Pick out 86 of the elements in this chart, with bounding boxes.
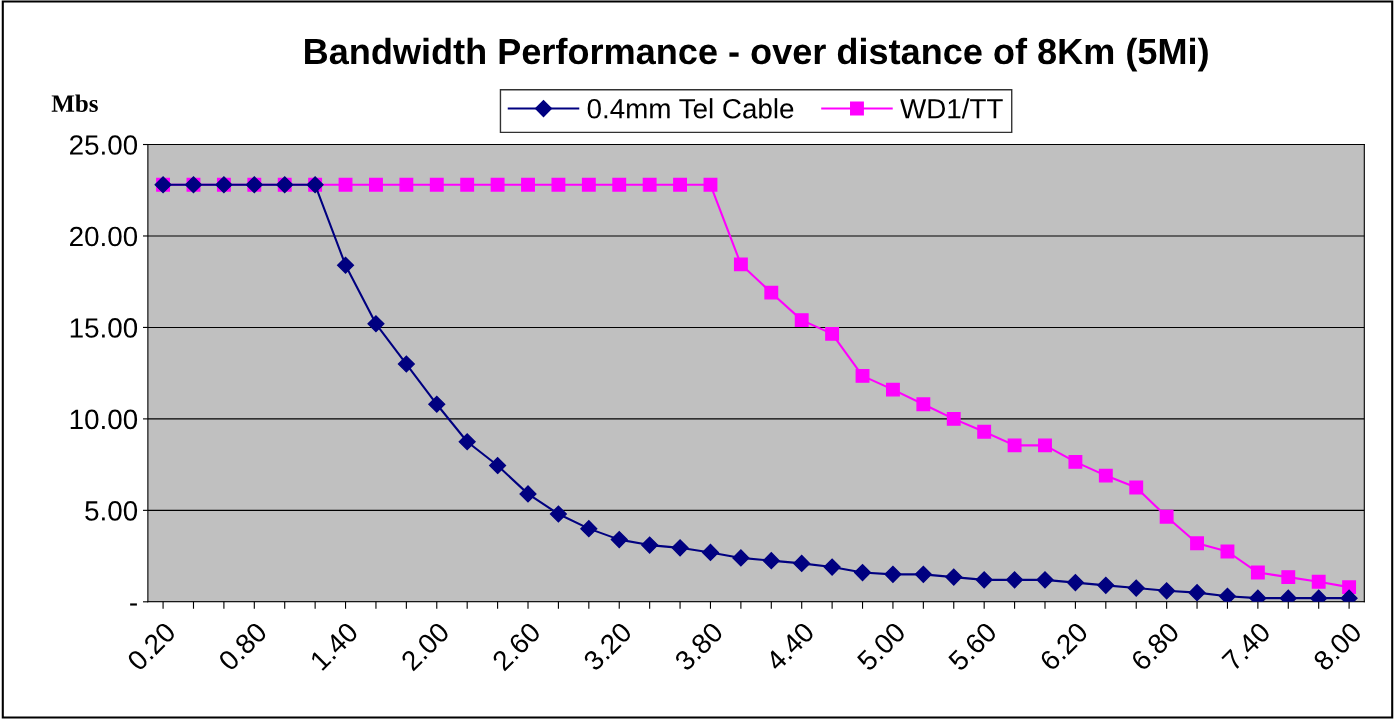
point [884, 565, 902, 583]
x-tick-label: 3.20 [582, 621, 633, 672]
y-tick-label: 15.00 [70, 318, 138, 338]
point [1281, 570, 1296, 585]
x-tick-label: 2.00 [400, 621, 451, 672]
point [793, 554, 811, 572]
point [794, 313, 809, 328]
y-tick-label: 10.00 [70, 409, 138, 430]
point [977, 424, 992, 439]
point [489, 456, 507, 475]
point [732, 549, 750, 567]
legend-label: 0.4mm Tel Cable [587, 98, 794, 119]
legend-label: WD1/TT [900, 98, 1003, 119]
x-tick-label: 7.40 [1221, 621, 1272, 672]
point [1006, 571, 1024, 589]
point [1066, 574, 1084, 592]
x-tick-label: 5.60 [947, 621, 998, 672]
x-tick-label: 0.80 [217, 621, 268, 672]
point [429, 177, 444, 192]
point [519, 485, 537, 503]
point [671, 539, 689, 557]
point [825, 326, 840, 341]
point [551, 177, 566, 192]
point [975, 571, 993, 589]
y-tick-label: - [130, 603, 137, 606]
point [458, 433, 476, 451]
point [1007, 438, 1022, 453]
point [1098, 468, 1113, 483]
chart-title: Bandwidth Performance - over distance of 8Km (5Mi) [305, 37, 1208, 72]
point [1036, 571, 1054, 589]
x-tick-label: 6.80 [1129, 621, 1181, 672]
point [701, 543, 720, 561]
point [945, 568, 963, 586]
point [762, 552, 780, 570]
x-tick-label: 4.40 [764, 621, 816, 673]
point [641, 536, 659, 554]
point [369, 177, 383, 192]
point [336, 256, 355, 274]
x-tick-label: 6.20 [1038, 621, 1090, 672]
point [916, 397, 931, 412]
point [855, 368, 870, 383]
point [428, 395, 446, 413]
point [1218, 587, 1237, 602]
x-tick-label: 5.00 [856, 621, 907, 672]
x-tick-label: 2.60 [491, 621, 542, 672]
point [1127, 579, 1145, 597]
x-tick-label: 3.80 [673, 621, 725, 672]
point [1188, 584, 1206, 602]
point [673, 177, 688, 192]
point [885, 382, 900, 397]
point [1068, 454, 1083, 469]
point [823, 558, 841, 576]
y-tick-label: 5.00 [85, 501, 138, 521]
point [399, 177, 414, 192]
point [1159, 509, 1174, 524]
point [490, 177, 505, 192]
point [733, 257, 748, 272]
point [460, 177, 475, 192]
y-tick-label: 20.00 [70, 226, 138, 247]
point [581, 177, 596, 192]
point [1158, 582, 1176, 600]
point [521, 177, 535, 192]
point [1038, 438, 1052, 453]
point [580, 520, 598, 538]
point [610, 531, 628, 549]
point [338, 177, 353, 192]
y-tick-label: 25.00 [70, 135, 138, 155]
y-axis-title: Mbs [51, 94, 98, 112]
point [914, 565, 932, 583]
point [1311, 574, 1326, 589]
point [612, 177, 627, 192]
point [853, 563, 872, 582]
point [397, 355, 415, 373]
point [1097, 576, 1115, 594]
point [1129, 480, 1144, 495]
point [764, 285, 779, 300]
x-tick-label: 8.00 [1312, 621, 1363, 672]
x-tick-label: 1.40 [309, 621, 360, 672]
point [642, 177, 657, 192]
point [703, 177, 718, 192]
point [1250, 565, 1265, 580]
point [1190, 536, 1204, 551]
point [367, 315, 385, 333]
point [549, 505, 567, 523]
point [946, 411, 961, 426]
x-tick-label: 0.20 [126, 621, 177, 672]
